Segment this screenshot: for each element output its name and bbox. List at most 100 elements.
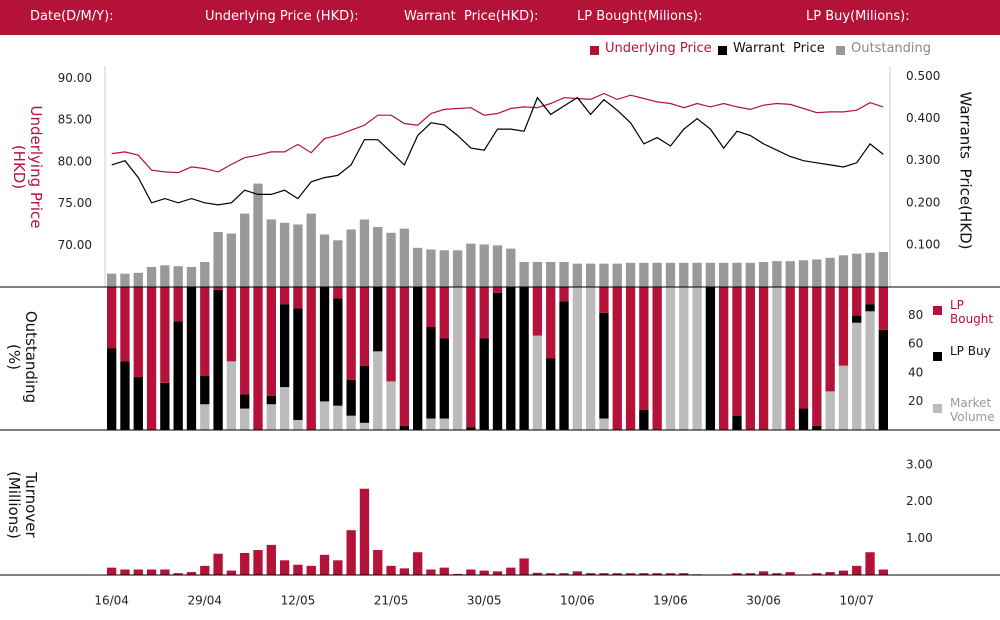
stack-segment [639,409,649,430]
outstanding-bar [692,262,702,287]
outstanding-bar [226,233,237,287]
stack-segment [852,287,862,316]
legend-label: LP Buy [950,344,991,358]
outstanding-bar [439,250,449,287]
stack-segment [373,287,383,352]
outstanding-bar [373,226,383,287]
turnover-bar [452,573,463,575]
turnover-bar [346,530,356,575]
turnover-bar [506,567,516,575]
outstanding-bar [705,262,716,287]
legend-label: LP Bought [950,298,994,326]
outstanding-bar [479,244,489,287]
turnover-bar [106,567,117,575]
outstanding-bar [319,234,330,287]
legend-swatch [933,306,942,315]
outstanding-bar [532,261,543,287]
stack-segment [825,287,835,392]
stack-segment [120,361,130,430]
stack-segment [319,287,330,402]
turnover-bar [559,573,569,575]
outstanding-bar [679,262,689,287]
turnover-bar [399,568,410,575]
stack-segment [386,287,396,382]
stack-segment [466,427,476,430]
turnover-bar [439,567,449,575]
stack-segment [426,418,436,430]
legend-swatch [933,404,942,413]
stack-segment [373,351,383,430]
stack-segment [758,287,769,430]
turnover-bar [599,573,609,575]
stack-segment [865,311,875,430]
stack-segment [439,287,449,339]
stack-segment [213,289,223,430]
outstanding-bar [492,245,503,287]
turnover-bar [612,573,622,575]
stack-segment [399,425,410,430]
turnover-bar [426,569,436,575]
stack-segment [333,287,343,299]
outstanding-bar [719,262,729,287]
tick-label: 0.100 [906,237,940,251]
outstanding-bar [359,219,370,287]
outstanding-bar [293,224,303,287]
turnover-bar [865,552,875,575]
stack-segment [333,298,343,406]
outstanding-bar [133,272,143,287]
stack-segment [492,287,503,293]
tick-label: 3.00 [906,457,933,471]
outstanding-bar [612,263,622,287]
outstanding-bar [585,263,596,287]
outstanding-bar [346,229,356,287]
stack-segment [186,287,197,430]
outstanding-bar [466,243,476,287]
stack-segment [679,287,689,430]
x-tick-label: 29/04 [187,594,222,608]
stack-segment [665,287,676,430]
tick-label: 0.300 [906,153,940,167]
turnover-bar [266,544,276,575]
stack-segment [293,419,303,430]
stack-segment [426,327,436,419]
outstanding-bar [213,231,223,287]
outstanding-bar [120,273,130,287]
outstanding-bar [426,249,436,287]
turnover-bar [772,573,782,575]
tick-label: 90.00 [58,71,92,85]
stack-segment [333,405,343,430]
stack-segment [133,287,143,378]
turnover-bar [466,569,476,575]
x-tick-label: 30/06 [746,594,781,608]
stack-segment [772,287,782,430]
stack-segment [732,287,742,416]
stack-segment [426,287,436,328]
turnover-bar [812,573,822,575]
stack-segment [585,287,596,430]
turnover-bar [359,488,370,575]
stack-segment [492,292,503,430]
stack-segment [213,287,223,290]
turnover-bar [146,569,157,575]
stack-segment [413,287,423,430]
tick-label: 0.500 [906,69,940,83]
stack-segment [226,361,237,430]
y-axis-title: Underlying Price (HKD) [10,105,45,234]
stack-segment [293,287,303,309]
outstanding-bar [279,222,290,287]
stack-segment [200,375,210,405]
price-line [111,96,884,206]
stack-segment [625,287,636,430]
outstanding-bar [745,262,755,287]
stack-segment [812,425,822,430]
header-field: Warrant Price(HKD): [404,9,539,24]
stack-segment [466,287,476,428]
header-bar: Date(D/M/Y): Underlying Price (HKD): War… [0,0,1000,35]
stack-segment [599,287,609,313]
outstanding-bar [639,262,649,287]
outstanding-bar [572,263,582,287]
x-tick-label: 10/06 [560,594,595,608]
turnover-bar [306,565,316,575]
stack-segment [359,287,370,366]
